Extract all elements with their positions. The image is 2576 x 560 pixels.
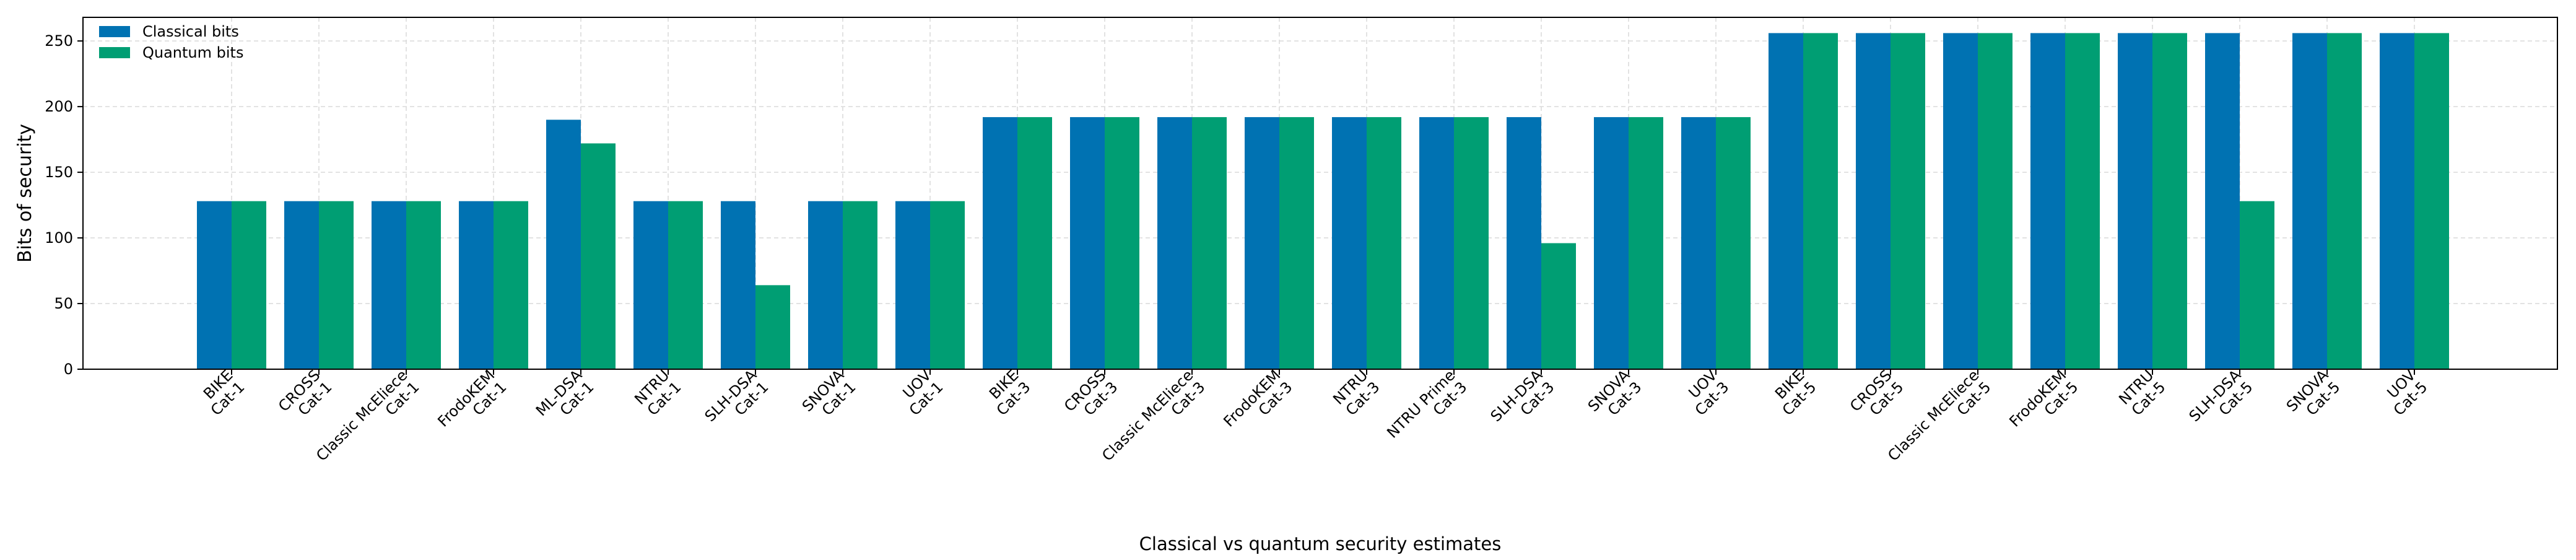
quantum-bar xyxy=(1454,117,1489,369)
quantum-bar xyxy=(1279,117,1314,369)
classical-bar xyxy=(1943,33,1978,369)
quantum-bar xyxy=(843,201,877,369)
quantum-bar xyxy=(1541,243,1576,369)
classical-bar xyxy=(1157,117,1192,369)
quantum-bar xyxy=(581,143,616,369)
y-tick-label: 150 xyxy=(45,164,73,181)
classical-bar xyxy=(895,201,930,369)
plot-frame xyxy=(82,17,2558,370)
classical-bar xyxy=(633,201,668,369)
axes xyxy=(82,17,2558,370)
quantum-bar xyxy=(930,201,965,369)
quantum-bar xyxy=(1803,33,1838,369)
y-tick-label: 50 xyxy=(54,295,73,312)
classical-bar xyxy=(983,117,1017,369)
quantum-bar xyxy=(755,285,790,369)
quantum-bar xyxy=(1978,33,2012,369)
quantum-bar xyxy=(668,201,703,369)
quantum-bar xyxy=(232,201,266,369)
classical-bar xyxy=(1419,117,1454,369)
quantum-bar xyxy=(1017,117,1052,369)
legend: Classical bits Quantum bits xyxy=(99,23,243,61)
quantum-bar xyxy=(494,201,528,369)
classical-bar xyxy=(1769,33,1803,369)
quantum-bar xyxy=(2152,33,2187,369)
quantum-bar xyxy=(1105,117,1139,369)
classical-bar xyxy=(2380,33,2414,369)
y-tick-label: 250 xyxy=(45,32,73,50)
quantum-bar xyxy=(1192,117,1227,369)
y-tick-label: 0 xyxy=(64,361,73,378)
classical-bar xyxy=(1332,117,1367,369)
classical-bar xyxy=(284,201,319,369)
classical-bar xyxy=(808,201,843,369)
x-axis-title: Classical vs quantum security estimates xyxy=(1139,533,1502,554)
quantum-bar xyxy=(406,201,441,369)
classical-bar xyxy=(459,201,494,369)
quantum-bar xyxy=(1891,33,1925,369)
bars xyxy=(197,33,2449,370)
legend-swatch xyxy=(99,47,130,58)
quantum-bar xyxy=(1629,117,1663,369)
quantum-bar xyxy=(319,201,354,369)
quantum-bar xyxy=(2327,33,2362,369)
legend-label: Quantum bits xyxy=(142,44,243,61)
legend-swatch xyxy=(99,26,130,37)
quantum-bar xyxy=(2240,201,2274,369)
classical-bar xyxy=(2205,33,2240,369)
classical-bar xyxy=(721,201,755,369)
quantum-bar xyxy=(1367,117,1401,369)
quantum-bar xyxy=(2065,33,2100,369)
classical-bar xyxy=(1245,117,1279,369)
classical-bar xyxy=(1507,117,1541,369)
classical-bar xyxy=(197,201,232,369)
classical-bar xyxy=(372,201,406,369)
classical-bar xyxy=(546,120,581,370)
classical-bar xyxy=(2118,33,2152,369)
classical-bar xyxy=(1681,117,1716,369)
classical-bar xyxy=(1070,117,1105,369)
classical-bar xyxy=(2292,33,2327,369)
y-axis-title: Bits of security xyxy=(14,124,36,263)
y-tick-label: 100 xyxy=(45,229,73,247)
quantum-bar xyxy=(1716,117,1751,369)
classical-bar xyxy=(1856,33,1891,369)
legend-label: Classical bits xyxy=(142,23,239,40)
quantum-bar xyxy=(2414,33,2449,369)
classical-bar xyxy=(1594,117,1629,369)
classical-bar xyxy=(2030,33,2065,369)
y-tick-label: 200 xyxy=(45,98,73,115)
